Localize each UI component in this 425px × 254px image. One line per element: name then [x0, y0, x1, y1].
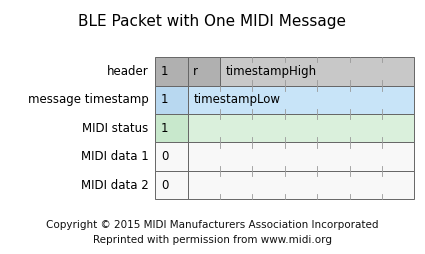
Text: header: header [107, 65, 149, 78]
Text: 1: 1 [161, 122, 168, 135]
Text: BLE Packet with One MIDI Message: BLE Packet with One MIDI Message [79, 14, 346, 29]
Text: r: r [193, 65, 198, 78]
Text: MIDI data 1: MIDI data 1 [81, 150, 149, 163]
Bar [155, 171, 187, 199]
Text: Copyright © 2015 MIDI Manufacturers Association Incorporated
Reprinted with perm: Copyright © 2015 MIDI Manufacturers Asso… [46, 220, 379, 245]
Bar [155, 142, 187, 171]
Text: timestampLow: timestampLow [193, 93, 280, 106]
Bar [155, 57, 187, 86]
Text: 0: 0 [161, 150, 168, 163]
Text: message timestamp: message timestamp [28, 93, 149, 106]
Text: 1: 1 [161, 93, 168, 106]
Bar [187, 114, 414, 142]
Bar [155, 86, 187, 114]
Bar [187, 86, 414, 114]
Text: 0: 0 [161, 179, 168, 192]
Bar [220, 57, 414, 86]
Text: MIDI status: MIDI status [82, 122, 149, 135]
Bar [155, 114, 187, 142]
Text: 1: 1 [161, 65, 168, 78]
Bar [187, 142, 414, 171]
Text: timestampHigh: timestampHigh [226, 65, 317, 78]
Text: MIDI data 2: MIDI data 2 [81, 179, 149, 192]
Bar [187, 57, 220, 86]
Bar [187, 171, 414, 199]
